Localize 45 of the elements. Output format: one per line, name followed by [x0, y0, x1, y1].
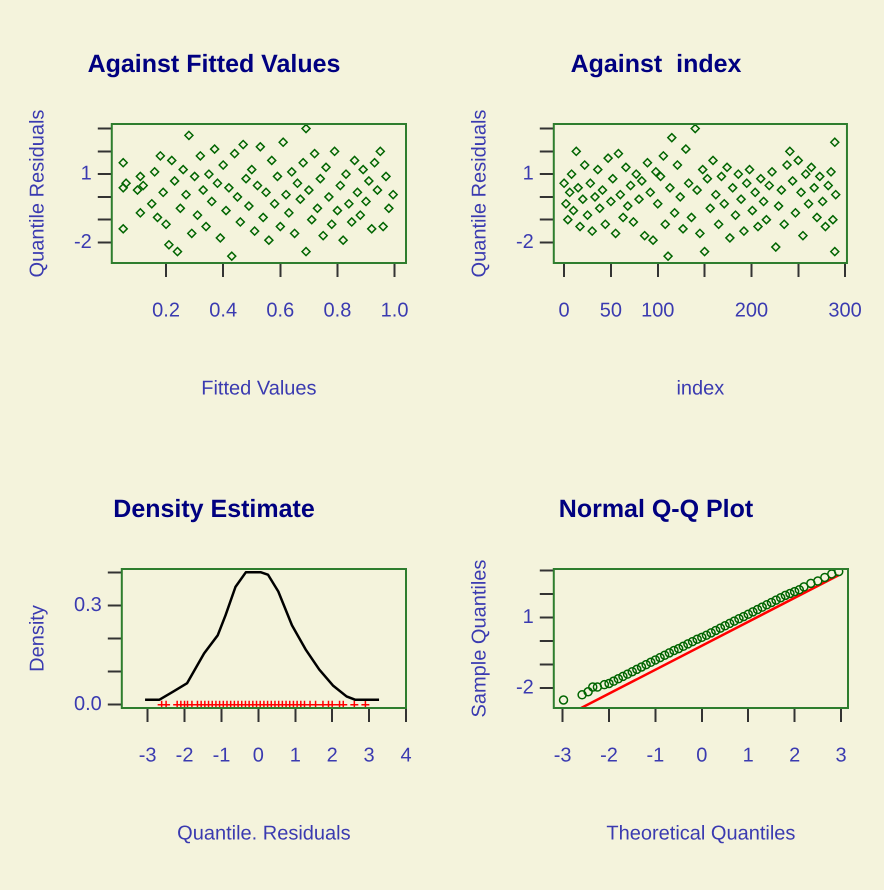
y-tick-label: 0.0 [74, 693, 102, 716]
x-tick-label: 2 [789, 744, 800, 767]
x-tick-label: 0.6 [266, 300, 294, 322]
x-tick-label: 0.2 [152, 300, 180, 322]
x-tick-label: 4 [400, 744, 412, 767]
x-tick-label: 0.4 [209, 300, 238, 322]
x-tick-label: 1 [742, 744, 754, 767]
y-axis-title: Density [26, 605, 49, 672]
x-tick-label: 1 [290, 744, 301, 767]
x-axis-title: index [676, 378, 724, 400]
x-axis-title: Quantile. Residuals [177, 822, 351, 845]
x-tick-label: -2 [600, 744, 618, 767]
y-tick-label: 1 [522, 606, 534, 628]
x-axis-title: Fitted Values [201, 378, 317, 400]
x-axis-title: Theoretical Quantiles [606, 822, 796, 845]
x-tick-label: 3 [835, 744, 847, 767]
chart-title: Normal Q-Q Plot [558, 494, 754, 523]
x-tick-label: -1 [212, 744, 230, 767]
x-tick-label: 100 [641, 300, 674, 322]
x-tick-label: 0 [558, 300, 570, 322]
y-tick-label: -2 [516, 676, 534, 699]
x-tick-label: 2 [326, 744, 338, 767]
y-axis-title: Sample Quantiles [468, 560, 491, 718]
y-tick-label: 1 [522, 162, 534, 185]
x-tick-label: 300 [828, 300, 862, 322]
x-tick-label: -3 [138, 744, 157, 767]
x-tick-label: -2 [176, 744, 194, 767]
x-tick-label: 0.8 [324, 300, 352, 322]
y-axis-title: Quantile Residuals [26, 110, 49, 278]
x-tick-label: 1.0 [380, 300, 408, 322]
x-tick-label: 50 [600, 300, 622, 322]
y-tick-label: 1 [80, 162, 92, 185]
x-tick-label: -3 [554, 744, 572, 767]
x-tick-label: 200 [734, 300, 768, 322]
x-tick-label: 0 [252, 744, 264, 767]
chart-title: Against Fitted Values [88, 50, 340, 78]
chart-title: Density Estimate [113, 494, 315, 523]
y-tick-label: -2 [74, 231, 92, 254]
x-tick-label: 3 [364, 744, 375, 767]
y-tick-label: -2 [516, 231, 534, 254]
x-tick-label: -1 [646, 744, 664, 767]
y-axis-title: Quantile Residuals [468, 110, 491, 278]
chart-title: Against index [570, 50, 742, 78]
x-tick-label: 0 [696, 744, 708, 767]
y-tick-label: 0.3 [74, 594, 102, 616]
